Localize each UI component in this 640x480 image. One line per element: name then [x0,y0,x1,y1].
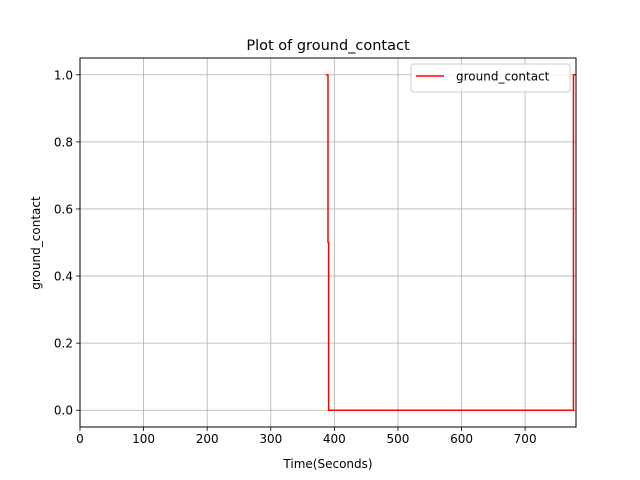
y-tick-label: 0.4 [54,270,73,284]
x-axis-ticks: 0 100 200 300 400 500 600 700 [76,427,537,446]
y-axis-label: ground_contact [29,196,43,290]
chart-title: Plot of ground_contact [246,38,410,54]
y-tick-label: 0.2 [54,337,73,351]
x-tick-label: 0 [76,432,84,446]
series-layer [326,74,576,411]
x-axis-label: Time(Seconds) [282,457,372,471]
series-line-ground-contact [326,74,576,411]
x-tick-label: 700 [514,432,537,446]
x-tick-label: 600 [450,432,473,446]
x-tick-label: 400 [323,432,346,446]
axes-frame [79,57,577,428]
y-axis-ticks: 0.0 0.2 0.4 0.6 0.8 1.0 [54,68,80,418]
legend: ground_contact [410,63,571,93]
y-tick-label: 0.6 [54,202,73,216]
y-tick-label: 1.0 [54,68,73,82]
legend-label-ground-contact: ground_contact [456,70,550,84]
x-tick-label: 500 [386,432,409,446]
x-tick-label: 100 [132,432,155,446]
y-tick-label: 0.0 [54,404,73,418]
x-tick-label: 300 [259,432,282,446]
legend-box [410,63,571,93]
x-tick-label: 200 [196,432,219,446]
y-tick-label: 0.8 [54,135,73,149]
